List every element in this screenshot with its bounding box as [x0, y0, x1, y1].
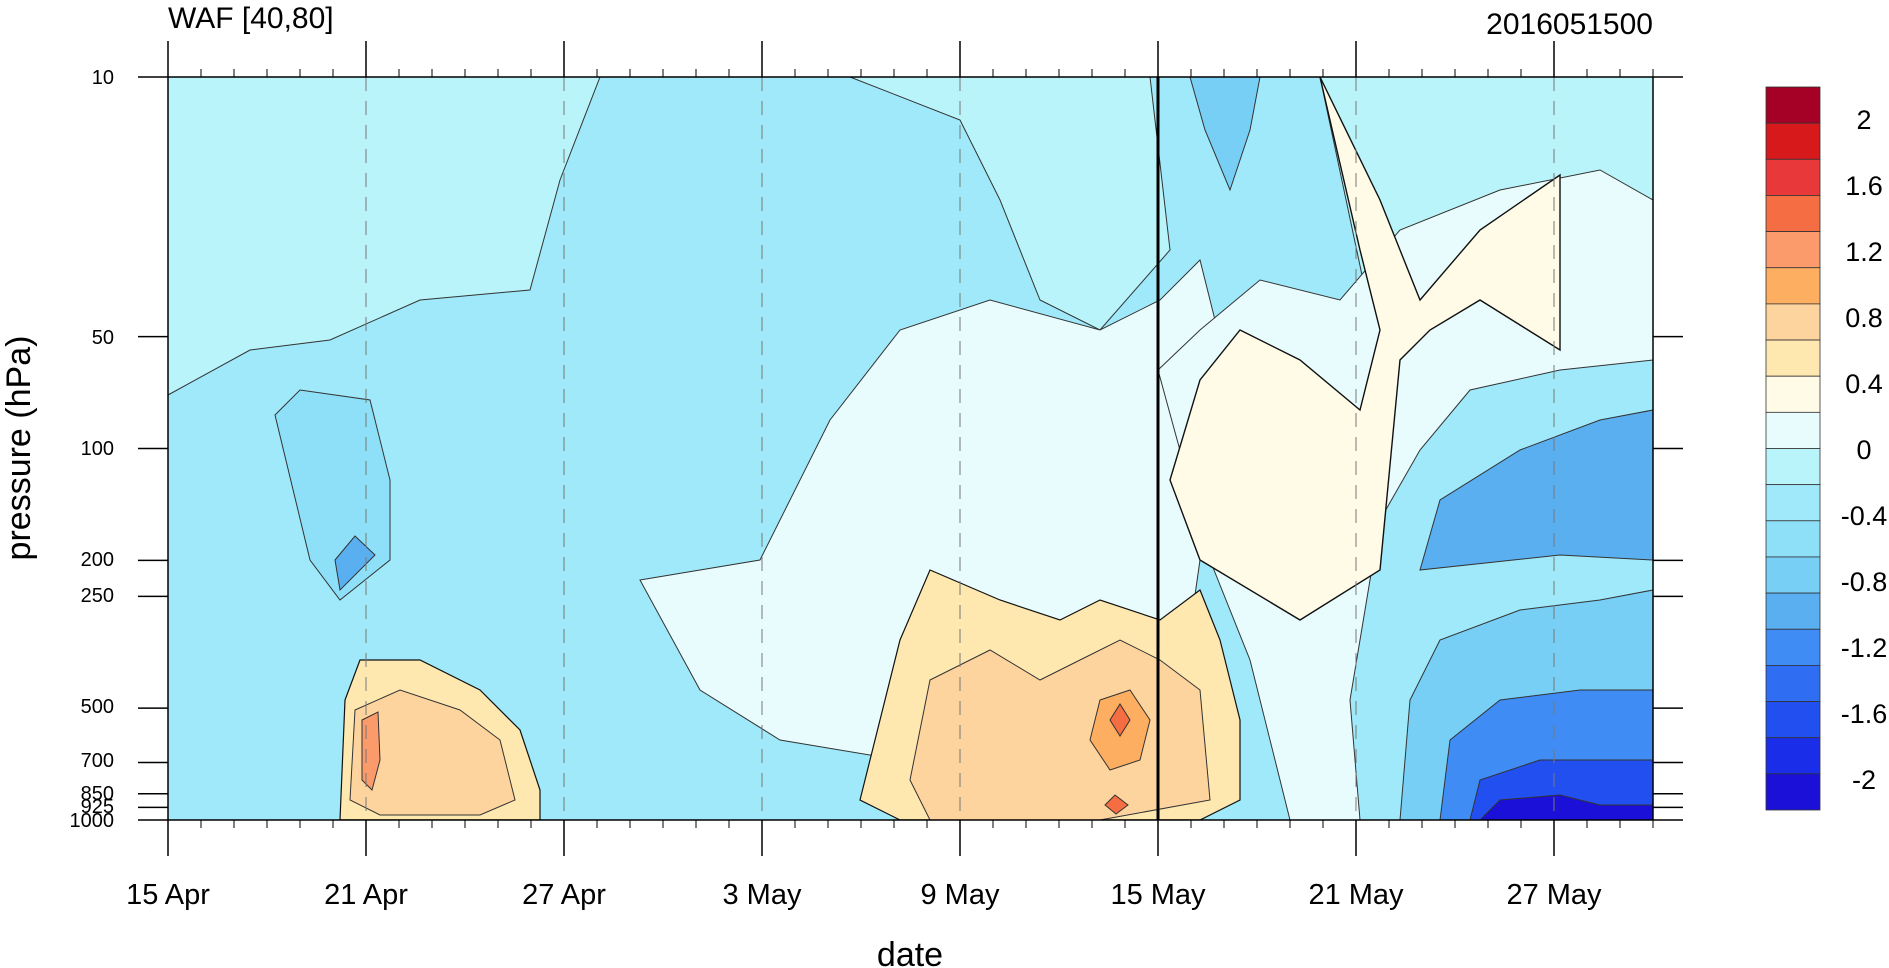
- contour-cold-right-mid: [1419, 409, 1653, 571]
- colorbar-swatch: [1765, 556, 1821, 594]
- colorbar-swatch: [1765, 411, 1821, 449]
- y-tick-label: 925: [81, 796, 114, 818]
- y-tick-label: 700: [81, 750, 114, 772]
- y-tick-labels: 10 50 100 200 250 500 700 850 925 1000: [70, 67, 115, 832]
- contour-warm-hot-2: [1104, 794, 1129, 815]
- colorbar-swatch: [1765, 520, 1821, 558]
- y-ticks: [138, 76, 1683, 821]
- x-tick-label: 27 May: [1506, 879, 1602, 911]
- colorbar-swatch: [1765, 448, 1821, 486]
- contour-near-zero-right: [1157, 169, 1653, 820]
- colorbar-swatch: [1765, 339, 1821, 377]
- x-tick-label: 15 May: [1110, 879, 1206, 911]
- x-major-ticks: [167, 41, 1555, 856]
- contour-light-upper: [168, 77, 601, 396]
- x-tick-label: 9 May: [921, 879, 1000, 911]
- x-tick-label: 15 Apr: [126, 879, 210, 911]
- x-minor-ticks: [167, 69, 1654, 828]
- colorbar-swatch: [1765, 701, 1821, 739]
- contour-cold-apr-core: [334, 535, 376, 592]
- colorbar-swatch: [1765, 195, 1821, 232]
- colorbar-swatch: [1765, 158, 1821, 196]
- colorbar-swatch: [1765, 773, 1821, 811]
- colorbar-label: -2: [1852, 765, 1876, 795]
- gridlines: [365, 77, 1555, 820]
- colorbar-label: 1.2: [1845, 237, 1883, 267]
- x-tick-label: 27 Apr: [522, 879, 606, 911]
- colorbar-label: -1.2: [1841, 633, 1888, 663]
- colorbar-swatch: [1765, 267, 1821, 305]
- chart-date-label: 2016051500: [1486, 8, 1653, 41]
- colorbar-swatch: [1765, 122, 1821, 160]
- colorbar-swatch: [1765, 86, 1821, 124]
- contour-warm-apr-2: [349, 689, 516, 816]
- y-tick-label: 850: [81, 783, 114, 805]
- colorbar-swatch: [1765, 484, 1821, 522]
- contour-cold-may17: [1189, 77, 1261, 192]
- contour-light-upper-2: [849, 77, 1171, 331]
- contour-zero-right-top: [1169, 77, 1561, 621]
- colorbar-labels: 2 1.6 1.2 0.8 0.4 0 -0.4 -0.8 -1.2 -1.6 …: [1841, 105, 1888, 795]
- y-tick-label: 50: [92, 327, 114, 349]
- colorbar-label: 0.4: [1845, 369, 1883, 399]
- colorbar-swatch: [1765, 303, 1821, 341]
- colorbar-swatch: [1765, 628, 1821, 666]
- colorbar-swatch: [1765, 737, 1821, 775]
- colorbar-swatch: [1765, 592, 1821, 630]
- x-axis-title: date: [877, 936, 943, 968]
- colorbar-label: -0.8: [1841, 567, 1888, 597]
- y-tick-label: 10: [92, 67, 114, 89]
- x-tick-label: 21 Apr: [324, 879, 408, 911]
- colorbar-label: 0: [1856, 435, 1871, 465]
- y-tick-label: 100: [81, 438, 114, 460]
- contour-warm-mid-2: [909, 639, 1211, 820]
- contour-warm-hot: [1109, 703, 1131, 737]
- y-tick-label: 1000: [70, 810, 115, 832]
- chart-title: WAF [40,80]: [168, 2, 334, 35]
- y-tick-label: 250: [81, 585, 114, 607]
- y-axis-title: pressure (hPa): [0, 336, 38, 561]
- colorbar-swatch: [1765, 231, 1821, 269]
- colorbar-label: 0.8: [1845, 303, 1883, 333]
- colorbar: [1765, 86, 1821, 811]
- y-tick-label: 200: [81, 549, 114, 571]
- contour-field: [168, 77, 1653, 820]
- colorbar-label: -1.6: [1841, 699, 1888, 729]
- colorbar-label: -0.4: [1841, 501, 1888, 531]
- x-tick-label: 3 May: [723, 879, 802, 911]
- colorbar-label: 1.6: [1845, 171, 1883, 201]
- colorbar-swatch: [1765, 665, 1821, 702]
- colorbar-label: 2: [1856, 105, 1871, 135]
- x-tick-label: 21 May: [1308, 879, 1404, 911]
- y-tick-label: 500: [81, 696, 114, 718]
- colorbar-swatch: [1765, 375, 1821, 413]
- contour-cold-right-bottom-core: [1479, 794, 1653, 820]
- x-tick-labels: 15 Apr 21 Apr 27 Apr 3 May 9 May 15 May …: [126, 879, 1602, 911]
